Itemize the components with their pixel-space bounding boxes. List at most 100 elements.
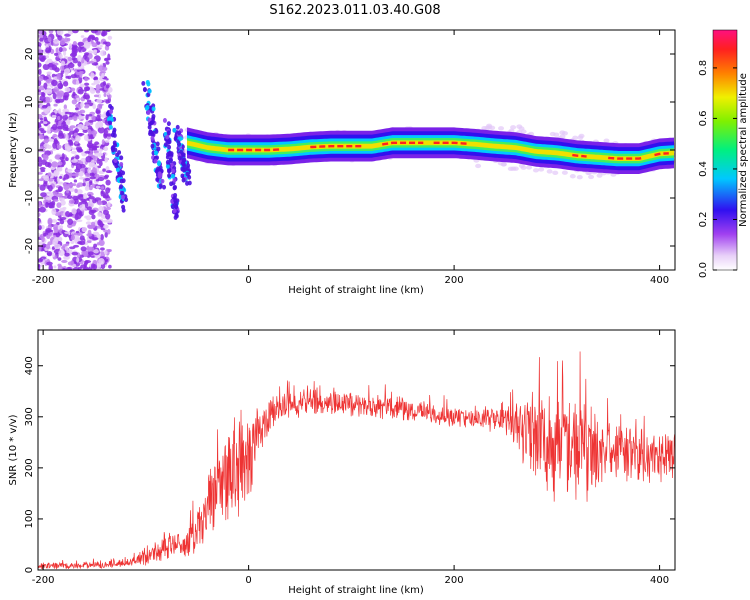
spectrogram-noise-blob — [45, 243, 51, 250]
spectrogram-noise-blob — [97, 103, 103, 110]
spectrogram-streak-blob — [165, 163, 170, 169]
spectrogram-noise-blob — [45, 87, 53, 95]
spectrogram-noise-blob — [47, 62, 54, 68]
spectrogram-noise-blob — [67, 127, 74, 132]
spectrogram-noise-blob — [95, 90, 101, 94]
spectrogram-noise-blob — [71, 251, 79, 256]
spectrogram-noise-blob — [52, 124, 58, 131]
spectrogram-noise-blob — [105, 61, 110, 65]
spectrogram-streak-blob — [162, 118, 167, 123]
spectrogram-noise-blob — [96, 98, 103, 104]
spectrogram-ridge-core — [608, 156, 644, 160]
spectrogram-noise-blob — [105, 170, 113, 174]
spectrogram-streak-blob — [181, 152, 186, 158]
spectrogram-noise-blob — [94, 164, 98, 169]
spectrogram-noise-blob — [101, 72, 105, 79]
spectrogram-streak-blob — [167, 150, 172, 156]
spectrogram-noise-blob — [105, 187, 111, 194]
spectrogram-noise-blob — [79, 204, 86, 211]
spectrogram-noise-blob — [106, 91, 110, 96]
spectrogram-noise-blob — [39, 167, 46, 171]
spectrogram-noise-blob — [88, 102, 94, 107]
spectrogram-ridge-band — [187, 138, 674, 164]
spectrogram-noise-blob — [84, 177, 91, 182]
spectrogram-streak-blob — [119, 161, 124, 167]
spectrogram-streak-blob — [167, 173, 172, 179]
spectrogram-streak-blob — [149, 120, 154, 126]
spectrogram-streak-blob — [155, 141, 160, 147]
spectrogram-noise-blob — [86, 99, 92, 103]
spectrogram-noise-blob — [59, 53, 63, 60]
spectrogram-noise-blob — [45, 60, 49, 65]
spectrogram-noise-blob — [85, 86, 91, 92]
spectrogram-noise-blob — [57, 257, 62, 261]
spectrogram-noise-blob — [38, 263, 41, 267]
spectrogram-noise-blob — [97, 126, 105, 134]
spectrogram-noise-blob — [88, 60, 95, 64]
spectrogram-streak-blob — [168, 158, 173, 164]
spectrogram-noise-blob — [64, 95, 69, 101]
spectrogram-noise-blob — [70, 150, 77, 154]
spectrogram-streak-blob — [109, 109, 114, 115]
spectrogram-halo — [572, 135, 579, 140]
spectrogram-noise-blob — [57, 181, 64, 185]
spectrogram-noise-blob — [61, 47, 67, 52]
spectrogram-ytick-label: 10 — [24, 96, 35, 109]
spectrogram-noise-blob — [64, 87, 71, 93]
spectrogram-streak-blob — [180, 144, 185, 150]
spectrogram-halo — [520, 129, 527, 134]
spectrogram-noise-blob — [107, 201, 111, 208]
spectrogram-noise-blob — [66, 190, 70, 194]
spectrogram-noise-blob — [41, 92, 46, 97]
spectrogram-noise-blob — [63, 56, 69, 59]
spectrogram-noise-blob — [75, 135, 81, 142]
spectrogram-noise-blob — [47, 184, 53, 192]
spectrogram-noise-blob — [80, 246, 87, 252]
spectrogram-noise-blob — [79, 235, 85, 241]
spectrogram-streak-blob — [156, 146, 161, 152]
spectrogram-noise-blob — [39, 206, 46, 213]
spectrogram-noise-blob — [84, 77, 88, 82]
spectrogram-xlabel: Height of straight line (km) — [288, 285, 424, 296]
spectrogram-noise-blob — [43, 116, 48, 122]
spectrogram-noise-blob — [54, 98, 61, 103]
spectrogram-noise-blob — [39, 37, 44, 42]
spectrogram-streak-blob — [171, 173, 176, 179]
spectrogram-halo — [512, 166, 519, 171]
spectrogram-noise-blob — [99, 70, 107, 74]
spectrogram-ridge-core — [654, 152, 669, 157]
spectrogram-noise-blob — [71, 48, 78, 54]
spectrogram-noise-blob — [63, 174, 70, 180]
spectrogram-streak-blob — [154, 129, 159, 134]
snr-xtick-label: 400 — [650, 575, 669, 586]
spectrogram-noise-blob — [97, 211, 102, 217]
spectrogram-noise-blob — [108, 264, 112, 269]
spectrogram-noise-blob — [70, 87, 76, 92]
spectrogram-halo — [532, 168, 539, 173]
spectrogram-noise-blob — [93, 249, 99, 254]
spectrogram-noise-blob — [79, 70, 84, 75]
spectrogram-noise-blob — [58, 249, 65, 256]
snr-ytick-label: 0 — [24, 567, 35, 573]
spectrogram-noise-blob — [97, 262, 101, 270]
spectrogram-noise-blob — [64, 243, 70, 246]
spectrogram-noise-blob — [38, 241, 43, 246]
spectrogram-noise-blob — [66, 118, 71, 126]
spectrogram-noise-blob — [42, 99, 46, 103]
spectrogram-streak-blob — [112, 133, 117, 138]
spectrogram-noise-blob — [45, 78, 52, 84]
spectrogram-noise-blob — [59, 175, 63, 180]
spectrogram-noise-blob — [79, 211, 83, 216]
spectrogram-noise-blob — [84, 104, 90, 108]
spectrogram-noise-blob — [38, 85, 45, 91]
spectrogram-noise-blob — [73, 179, 78, 183]
spectrogram-noise-blob — [39, 133, 43, 140]
spectrogram-noise-blob — [88, 53, 93, 60]
spectrogram-noise-blob — [86, 206, 92, 211]
spectrogram-noise-blob — [46, 252, 52, 256]
colorbar-tick-label: 0.2 — [698, 212, 709, 228]
spectrogram-noise-blob — [47, 217, 53, 225]
spectrogram-noise-blob — [56, 126, 64, 130]
spectrogram-noise-blob — [65, 75, 69, 79]
